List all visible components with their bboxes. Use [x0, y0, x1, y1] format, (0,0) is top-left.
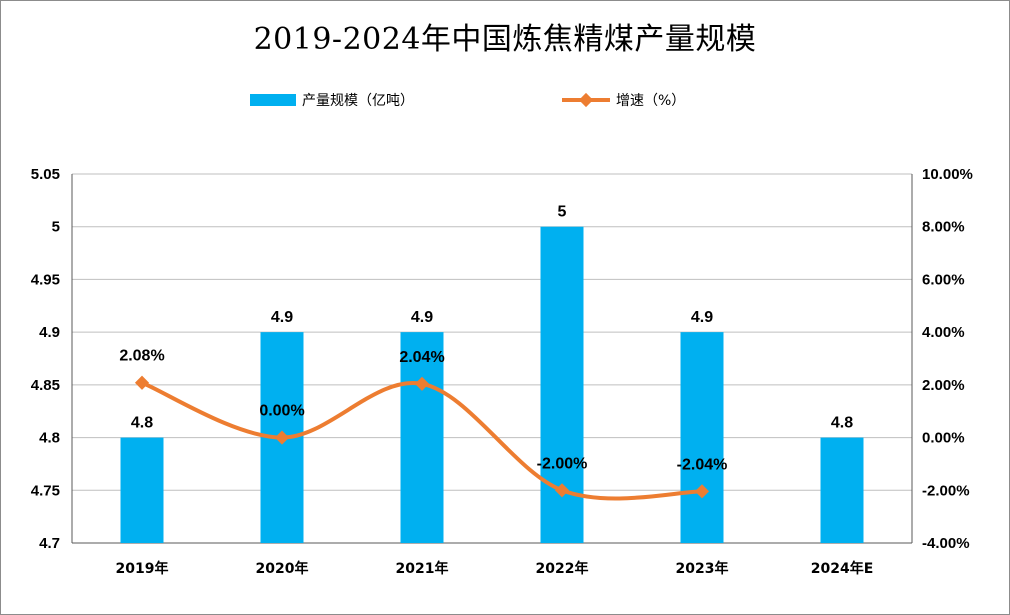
y-right-tick-label: 8.00% [922, 219, 965, 236]
y-right-tick-label: 2.00% [922, 377, 965, 394]
y-left-tick-label: 4.8 [39, 430, 60, 447]
x-tick-label: 2020年 [256, 560, 309, 577]
y-right-tick-label: -4.00% [922, 535, 970, 552]
legend-line-label: 增速（%） [616, 93, 686, 109]
y-right-tick-label: -2.00% [922, 482, 970, 499]
bar-data-label: 4.9 [691, 309, 713, 326]
y-right-tick-label: 4.00% [922, 324, 965, 341]
growth-data-label: -2.00% [537, 455, 588, 472]
growth-data-label: -2.04% [677, 456, 728, 473]
bar [820, 437, 864, 543]
bar-data-label: 4.9 [411, 309, 433, 326]
x-tick-label: 2023年 [676, 560, 729, 577]
legend-bar-swatch [250, 94, 296, 106]
x-tick-label: 2019年 [116, 560, 169, 577]
growth-data-label: 2.04% [399, 349, 444, 366]
bar [120, 437, 164, 543]
growth-point-marker [694, 484, 710, 499]
y-right-tick-label: 0.00% [922, 430, 965, 447]
bar-data-label: 4.8 [831, 415, 853, 432]
legend-item-bars: 产量规模（亿吨） [250, 88, 414, 112]
y-right-tick-label: 6.00% [922, 271, 965, 288]
growth-data-label: 0.00% [259, 403, 304, 420]
bar [400, 332, 444, 543]
bar [680, 332, 724, 543]
y-left-tick-label: 4.95 [31, 271, 60, 288]
legend-bar-label: 产量规模（亿吨） [302, 93, 414, 109]
legend-item-line: 增速（%） [562, 88, 685, 112]
y-left-tick-label: 4.7 [39, 535, 60, 552]
x-tick-label: 2021年 [396, 560, 449, 577]
y-left-tick-label: 4.85 [31, 377, 60, 394]
bar-data-label: 4.8 [131, 415, 153, 432]
x-tick-label: 2022年 [536, 560, 589, 577]
legend: 产量规模（亿吨） 增速（%） [0, 88, 1010, 112]
chart-title: 2019-2024年中国炼焦精煤产量规模 [253, 22, 757, 57]
growth-point-marker [554, 483, 570, 498]
y-right-tick-label: 10.00% [922, 166, 973, 183]
y-left-tick-label: 5.05 [31, 166, 60, 183]
y-left-tick-label: 4.9 [39, 324, 60, 341]
x-tick-label: 2024年E [811, 560, 874, 577]
bar-data-label: 4.9 [271, 309, 293, 326]
y-left-tick-label: 5 [52, 219, 60, 236]
legend-line-marker-icon [562, 92, 610, 108]
y-left-tick-label: 4.75 [31, 482, 60, 499]
bar-data-label: 5 [558, 204, 567, 221]
growth-data-label: 2.08% [119, 348, 164, 365]
growth-point-marker [414, 376, 430, 391]
growth-point-marker [134, 375, 150, 390]
growth-point-marker [274, 430, 290, 445]
